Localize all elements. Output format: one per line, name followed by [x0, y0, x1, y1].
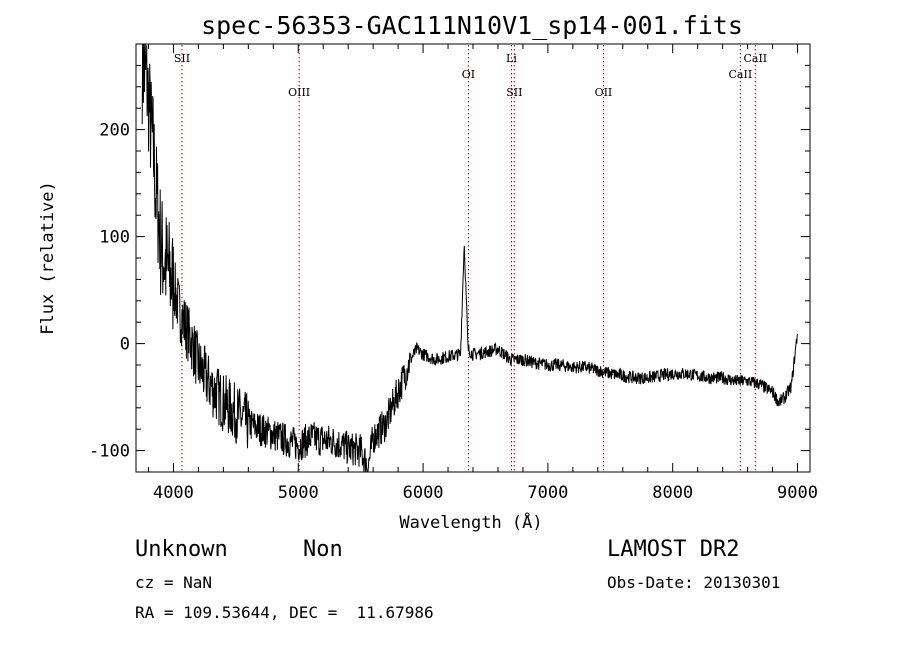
axis-ticks: 4000 5000 6000 7000 8000 9000 -100 0 100 200 — [89, 44, 818, 503]
y-tick-label: 200 — [99, 121, 130, 141]
x-tick-label: 8000 — [652, 483, 693, 503]
spectrum-line — [141, 43, 798, 473]
y-tick-label: 100 — [99, 228, 130, 248]
spectral-line-label: SII — [506, 86, 522, 99]
spectral-line-label: OIII — [288, 86, 310, 99]
chart-title: spec-56353-GAC111N10V1_sp14-001.fits — [201, 11, 743, 40]
y-tick-label: 0 — [120, 335, 130, 355]
coordinates: RA = 109.53644, DEC = 11.67986 — [135, 603, 434, 622]
spectral-line-label: OI — [462, 68, 475, 81]
x-tick-label: 9000 — [777, 483, 818, 503]
spectral-line-markers: SII OIII OI Li SII OII CaII CaII — [174, 45, 767, 471]
x-tick-label: 4000 — [153, 483, 194, 503]
y-tick-label: -100 — [89, 442, 130, 462]
spectral-line-label: CaII — [729, 68, 753, 81]
spectral-line-label: CaII — [743, 52, 767, 65]
survey-name: LAMOST DR2 — [607, 537, 740, 562]
spectral-line-label: SII — [174, 52, 190, 65]
spectral-line-label: OII — [595, 86, 613, 99]
redshift-cz: cz = NaN — [135, 573, 213, 592]
x-tick-label: 7000 — [527, 483, 568, 503]
y-axis-label: Flux (relative) — [38, 181, 58, 335]
spectral-line-label: Li — [506, 52, 517, 65]
x-tick-label: 5000 — [278, 483, 319, 503]
x-axis-label: Wavelength (Å) — [399, 511, 542, 533]
object-class: Unknown — [135, 537, 228, 562]
x-tick-label: 6000 — [403, 483, 444, 503]
data-layer — [141, 43, 798, 473]
object-subclass: Non — [303, 537, 343, 562]
observation-date: Obs-Date: 20130301 — [607, 573, 781, 592]
